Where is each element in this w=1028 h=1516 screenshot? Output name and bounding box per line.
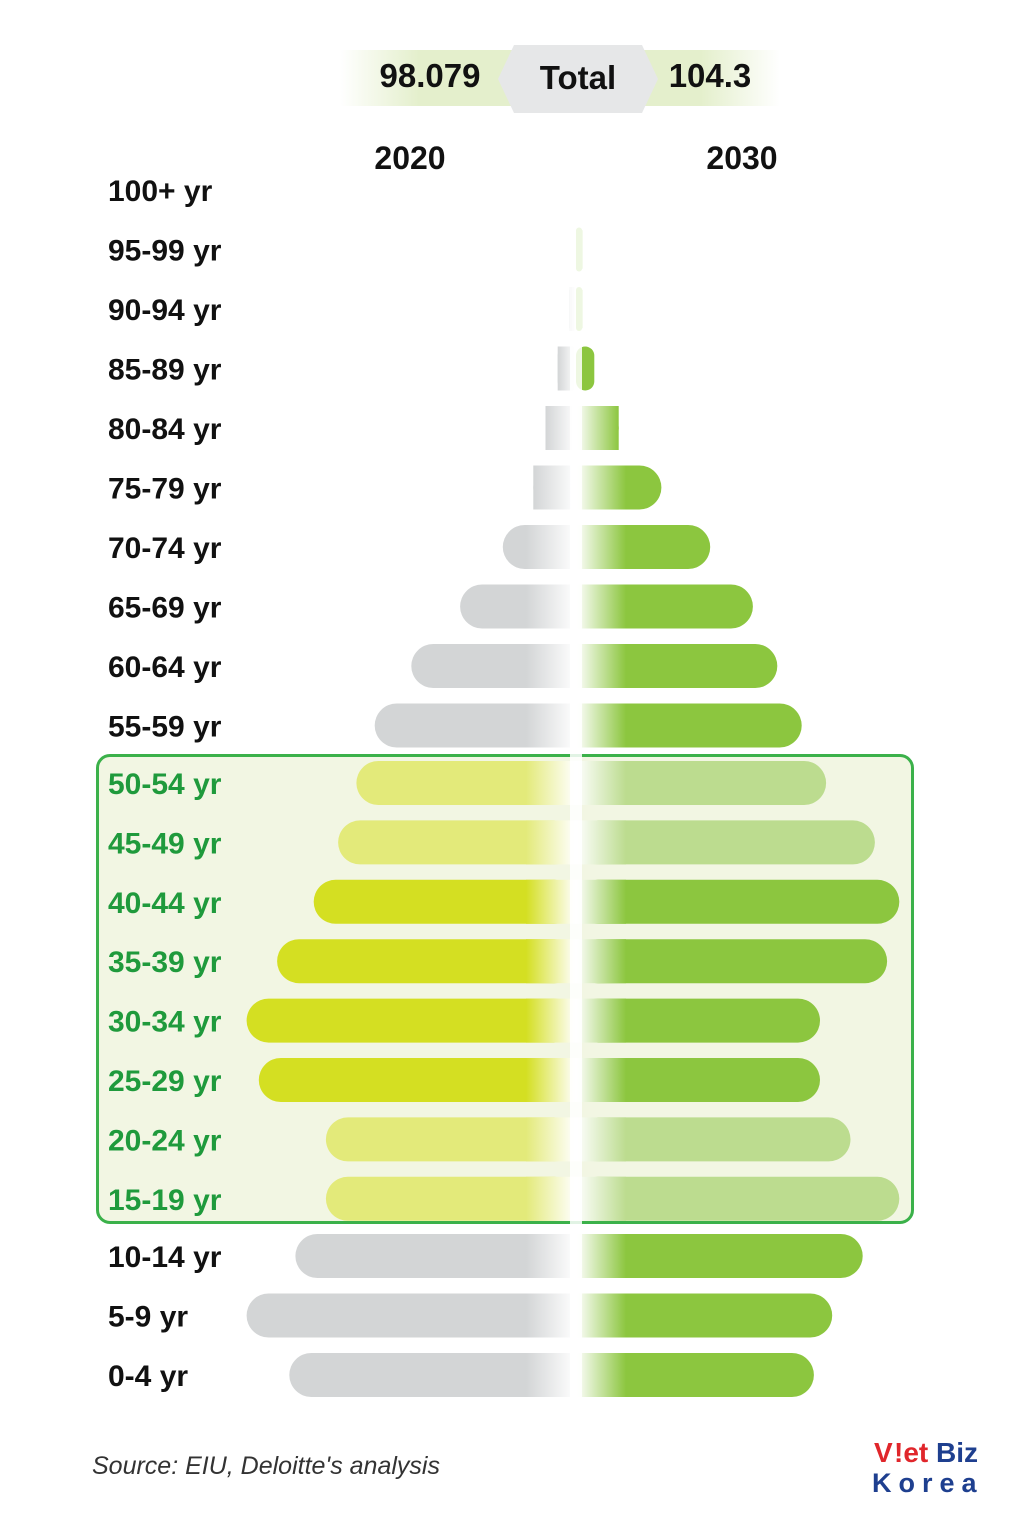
bar-2020 [295, 1234, 576, 1278]
bar-2020 [411, 644, 576, 688]
bar-2030 [576, 1058, 820, 1102]
bar-2020 [338, 820, 576, 865]
bar-2020 [258, 1058, 576, 1102]
age-group-label: 90-94 yr [108, 294, 222, 327]
age-group-label: 65-69 yr [108, 592, 222, 625]
bar-2020 [325, 1176, 576, 1221]
bar-2030 [576, 1176, 900, 1221]
logo-iet: !et [894, 1438, 928, 1468]
total-2020-value: 98.079 [379, 57, 481, 94]
bar-2030 [576, 998, 820, 1043]
logo-biz: Biz [936, 1438, 978, 1468]
age-group-label: 50-54 yr [108, 768, 222, 801]
bar-2030 [576, 525, 711, 569]
bar-2020 [246, 998, 576, 1043]
age-group-label: 80-84 yr [108, 413, 222, 446]
age-group-label: 0-4 yr [108, 1360, 188, 1393]
bar-2020 [502, 525, 576, 569]
bar-2030 [576, 1353, 814, 1397]
bar-2030 [576, 644, 778, 688]
bar-2030 [576, 1293, 833, 1338]
age-group-label: 5-9 yr [108, 1301, 188, 1334]
bar-2020 [313, 879, 576, 924]
age-group-label: 60-64 yr [108, 651, 222, 684]
age-group-label: 85-89 yr [108, 354, 222, 387]
bar-2020 [277, 939, 576, 984]
bar-2030 [576, 406, 619, 450]
age-group-label: 40-44 yr [108, 887, 222, 920]
bar-2020 [356, 761, 576, 805]
age-group-label: 30-34 yr [108, 1006, 222, 1039]
logo-korea: Korea [872, 1468, 984, 1498]
bar-2030 [576, 703, 802, 748]
vietbiz-korea-logo: V !et Biz Korea [872, 1438, 984, 1498]
age-group-label: 45-49 yr [108, 827, 222, 860]
age-group-label: 20-24 yr [108, 1124, 222, 1157]
center-divider [570, 200, 582, 1410]
age-group-label: 25-29 yr [108, 1065, 222, 1098]
bar-2020 [460, 584, 576, 629]
bar-2030 [576, 879, 900, 924]
bar-2020 [246, 1293, 576, 1338]
bar-2030 [576, 820, 875, 865]
bar-2030 [576, 1234, 863, 1278]
total-label: Total [539, 59, 617, 96]
bar-2030 [576, 761, 827, 805]
bar-2030 [576, 584, 753, 629]
age-group-label: 75-79 yr [108, 473, 222, 506]
bar-2020 [533, 465, 576, 510]
age-group-label: 15-19 yr [108, 1184, 222, 1217]
age-group-label: 10-14 yr [108, 1241, 222, 1274]
year-label-2020: 2020 [374, 140, 446, 176]
age-group-label: 35-39 yr [108, 946, 222, 979]
age-group-label: 95-99 yr [108, 235, 222, 268]
total-hexagon [498, 45, 658, 113]
bar-2020 [374, 703, 576, 748]
logo-v: V [874, 1438, 893, 1468]
bar-2020 [289, 1353, 576, 1397]
bar-2030 [576, 1117, 851, 1162]
source-note: Source: EIU, Deloitte's analysis [92, 1452, 440, 1480]
bar-2030 [576, 465, 662, 510]
age-group-label: 70-74 yr [108, 532, 222, 565]
year-label-2030: 2030 [706, 140, 778, 176]
age-group-label: 55-59 yr [108, 711, 222, 744]
age-group-label: 100+ yr [108, 175, 213, 208]
bar-2020 [325, 1117, 576, 1162]
bar-2030 [576, 939, 888, 984]
total-2030-value: 104.3 [668, 57, 752, 94]
